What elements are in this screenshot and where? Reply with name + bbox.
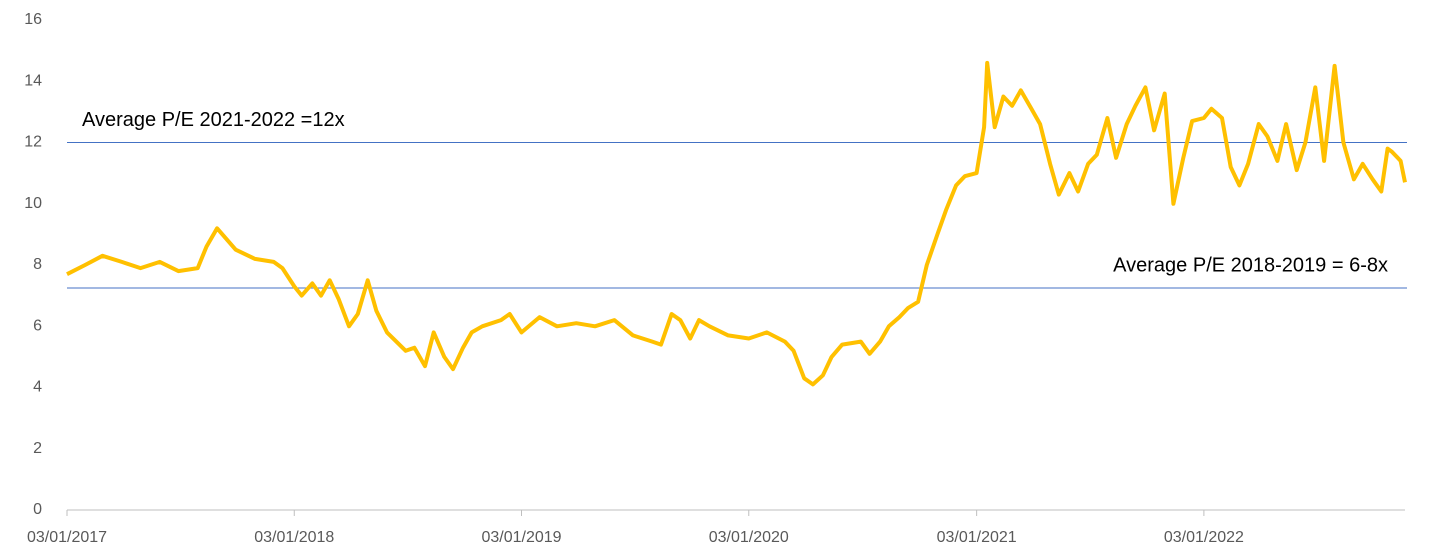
y-tick-label: 10 — [24, 195, 42, 212]
x-tick-label: 03/01/2022 — [1164, 529, 1244, 546]
y-tick-label: 0 — [33, 501, 42, 518]
y-tick-label: 16 — [24, 11, 42, 28]
y-tick-label: 8 — [33, 256, 42, 273]
line-series — [66, 60, 1407, 387]
x-tick-label: 03/01/2020 — [709, 529, 789, 546]
annotation: Average P/E 2018-2019 = 6-8x — [1113, 254, 1388, 276]
y-tick-label: 6 — [33, 317, 42, 334]
y-tick-label: 4 — [33, 379, 42, 396]
y-tick-label: 14 — [24, 72, 42, 89]
x-tick-label: 03/01/2018 — [254, 529, 334, 546]
x-tick-label: 03/01/2021 — [937, 529, 1017, 546]
x-tick-label: 03/01/2019 — [481, 529, 561, 546]
y-tick-label: 12 — [24, 134, 42, 151]
y-tick-label: 2 — [33, 440, 42, 457]
x-tick-label: 03/01/2017 — [27, 529, 107, 546]
annotation: Average P/E 2021-2022 =12x — [82, 109, 345, 131]
